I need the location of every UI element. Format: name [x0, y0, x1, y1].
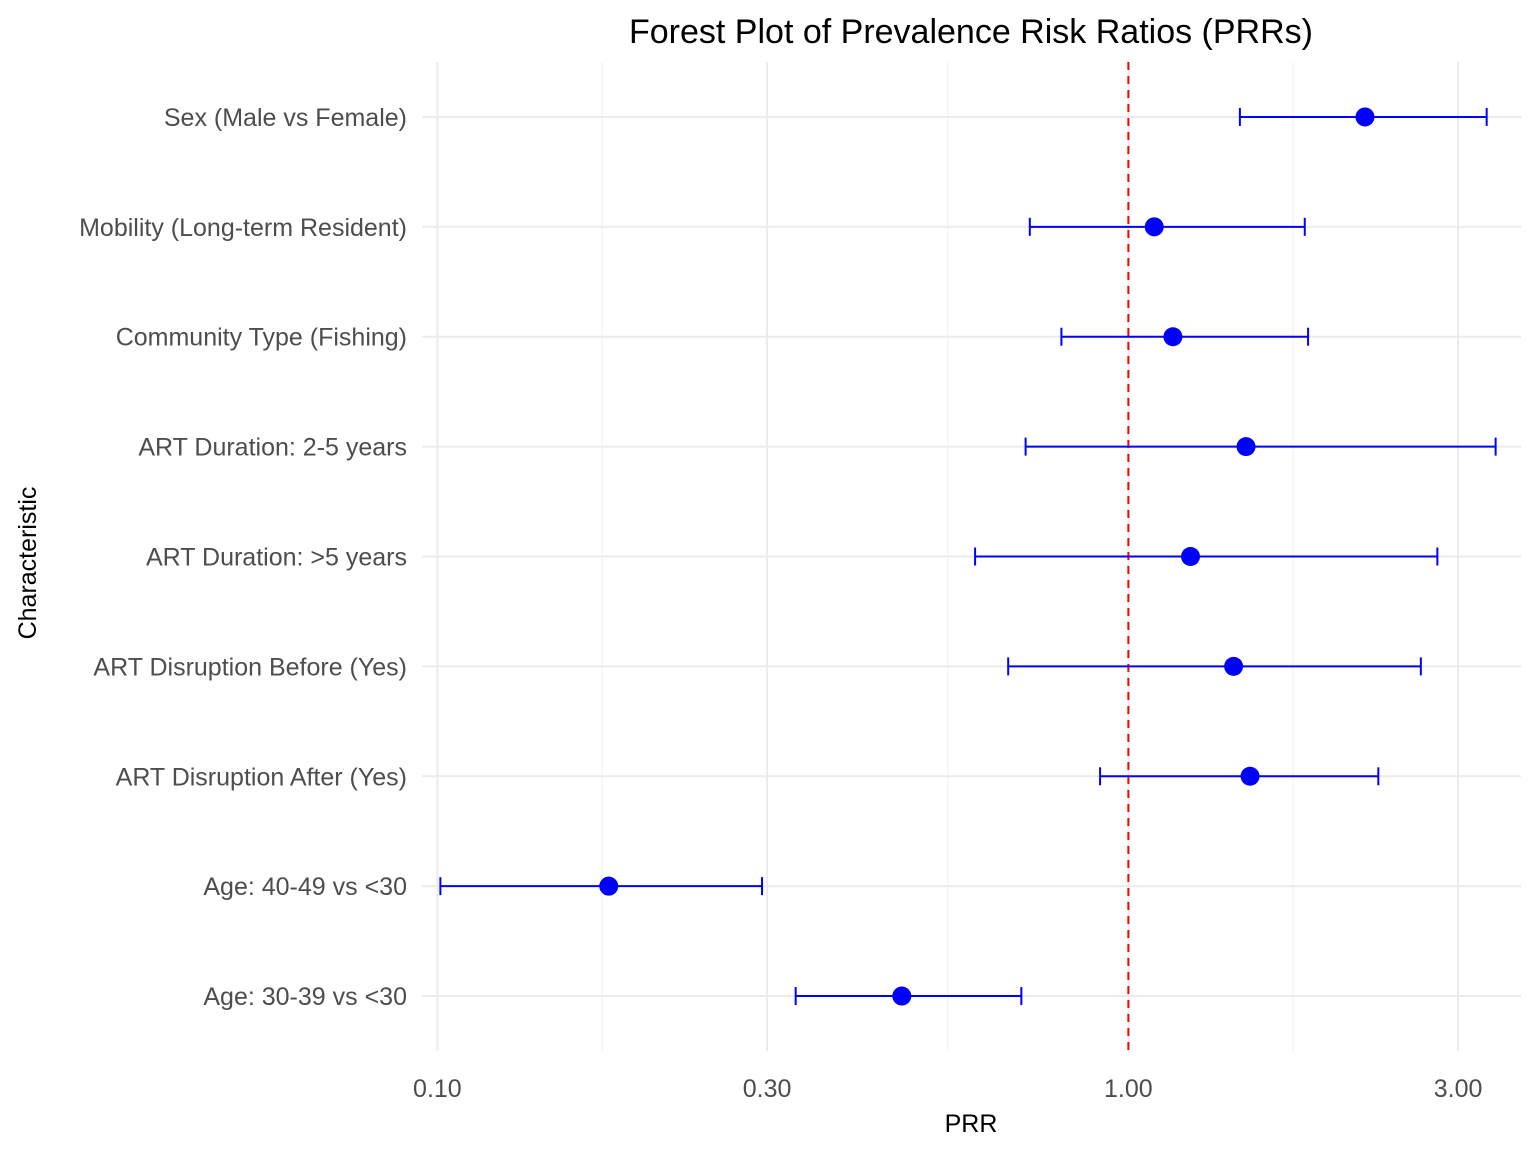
- y-tick-label: ART Disruption After (Yes): [116, 763, 407, 791]
- y-tick-label: Age: 40-49 vs <30: [203, 873, 407, 901]
- estimate-point: [1240, 766, 1260, 786]
- tick-labels: Sex (Male vs Female) Mobility (Long-term …: [79, 104, 1482, 1103]
- y-tick-label: ART Duration: 2-5 years: [138, 434, 407, 462]
- estimate-point: [1144, 217, 1164, 237]
- estimate-point: [1181, 547, 1201, 566]
- estimate-point: [1224, 656, 1244, 676]
- data-marks: [439, 107, 1497, 1006]
- x-tick-label: 0.10: [413, 1075, 462, 1103]
- estimate-point: [1236, 437, 1256, 457]
- x-axis-title: PRR: [945, 1110, 998, 1138]
- x-tick-label: 3.00: [1434, 1075, 1483, 1103]
- y-tick-label: ART Duration: >5 years: [146, 544, 407, 572]
- x-tick-label: 0.30: [743, 1075, 792, 1103]
- y-tick-label: ART Disruption Before (Yes): [93, 653, 407, 681]
- estimate-point: [1163, 327, 1183, 347]
- y-axis-title: Characteristic: [14, 487, 42, 640]
- y-tick-label: Mobility (Long-term Resident): [79, 214, 407, 242]
- estimate-point: [599, 876, 619, 896]
- y-tick-label: Age: 30-39 vs <30: [203, 983, 407, 1011]
- y-tick-label: Community Type (Fishing): [116, 324, 407, 352]
- chart-title: Forest Plot of Prevalence Risk Ratios (P…: [629, 13, 1313, 51]
- estimate-point: [892, 986, 912, 1006]
- y-tick-label: Sex (Male vs Female): [164, 104, 407, 132]
- x-tick-label: 1.00: [1104, 1075, 1153, 1103]
- estimate-point: [1355, 107, 1375, 127]
